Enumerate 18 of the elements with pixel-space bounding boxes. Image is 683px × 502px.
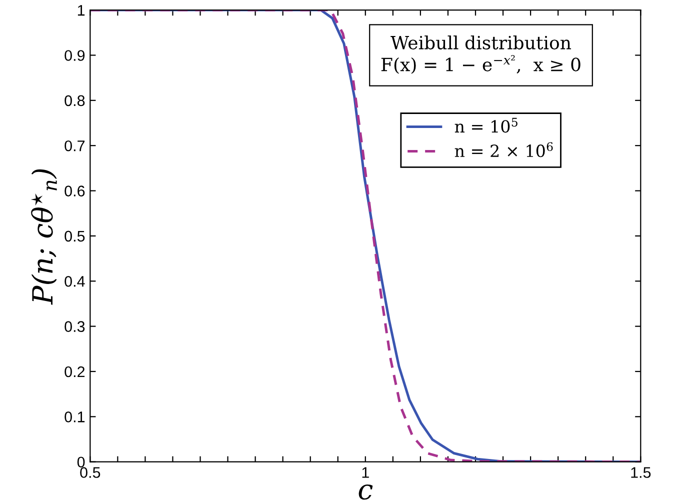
y-tick-label: 1 — [78, 5, 85, 16]
x-axis-title: c — [358, 484, 373, 500]
y-tick-label: 0.6 — [64, 186, 85, 196]
y-tick-label: 0.5 — [64, 230, 85, 242]
x-tick-label: 1.5 — [631, 467, 651, 478]
y-tick-label: 0.2 — [64, 366, 85, 378]
y-axis-title: P(n; cθ$^{⋆}$$_{n}$) — [30, 169, 57, 305]
x-tick-label: 1 — [362, 467, 369, 478]
y-tick-label: 0.3 — [64, 321, 85, 332]
y-tick-label: 0.4 — [64, 276, 85, 287]
annotation: Weibull distribution F(x) = 1 − e$^{−x²}$, x ≥ 0 — [381, 35, 580, 74]
y-tick-label: 0.7 — [64, 140, 85, 152]
legend-label: n = 10$^{5}$ — [454, 118, 518, 133]
legend-label: n = 2 × 10$^{6}$ — [454, 142, 553, 158]
y-tick-label: 0 — [77, 456, 85, 468]
y-tick-label: 0.1 — [64, 412, 85, 422]
y-tick-label: 0.8 — [64, 95, 85, 106]
y-tick-label: 0.9 — [64, 50, 85, 61]
